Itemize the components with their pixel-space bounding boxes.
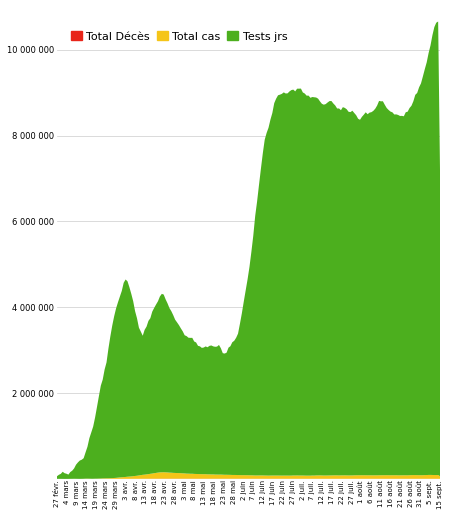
Legend: Total Décès, Total cas, Tests jrs: Total Décès, Total cas, Tests jrs — [66, 27, 292, 46]
